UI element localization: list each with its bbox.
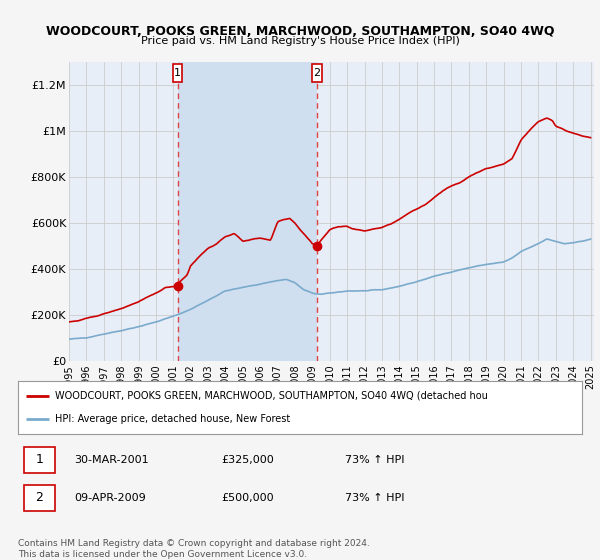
- Text: £325,000: £325,000: [221, 455, 274, 465]
- Text: 09-APR-2009: 09-APR-2009: [74, 493, 146, 503]
- FancyBboxPatch shape: [23, 446, 55, 473]
- Text: £500,000: £500,000: [221, 493, 274, 503]
- Text: WOODCOURT, POOKS GREEN, MARCHWOOD, SOUTHAMPTON, SO40 4WQ (detached hou: WOODCOURT, POOKS GREEN, MARCHWOOD, SOUTH…: [55, 391, 488, 401]
- Text: Price paid vs. HM Land Registry's House Price Index (HPI): Price paid vs. HM Land Registry's House …: [140, 36, 460, 46]
- Text: 73% ↑ HPI: 73% ↑ HPI: [345, 493, 404, 503]
- Text: WOODCOURT, POOKS GREEN, MARCHWOOD, SOUTHAMPTON, SO40 4WQ: WOODCOURT, POOKS GREEN, MARCHWOOD, SOUTH…: [46, 25, 554, 38]
- Text: Contains HM Land Registry data © Crown copyright and database right 2024.
This d: Contains HM Land Registry data © Crown c…: [18, 539, 370, 559]
- Text: 2: 2: [314, 68, 320, 78]
- Text: 30-MAR-2001: 30-MAR-2001: [74, 455, 149, 465]
- FancyBboxPatch shape: [312, 64, 322, 82]
- FancyBboxPatch shape: [173, 64, 182, 82]
- Text: 1: 1: [174, 68, 181, 78]
- FancyBboxPatch shape: [23, 485, 55, 511]
- Text: 2: 2: [35, 491, 43, 504]
- Text: 73% ↑ HPI: 73% ↑ HPI: [345, 455, 404, 465]
- Bar: [178, 62, 317, 361]
- Text: 1: 1: [35, 453, 43, 466]
- Text: HPI: Average price, detached house, New Forest: HPI: Average price, detached house, New …: [55, 414, 290, 424]
